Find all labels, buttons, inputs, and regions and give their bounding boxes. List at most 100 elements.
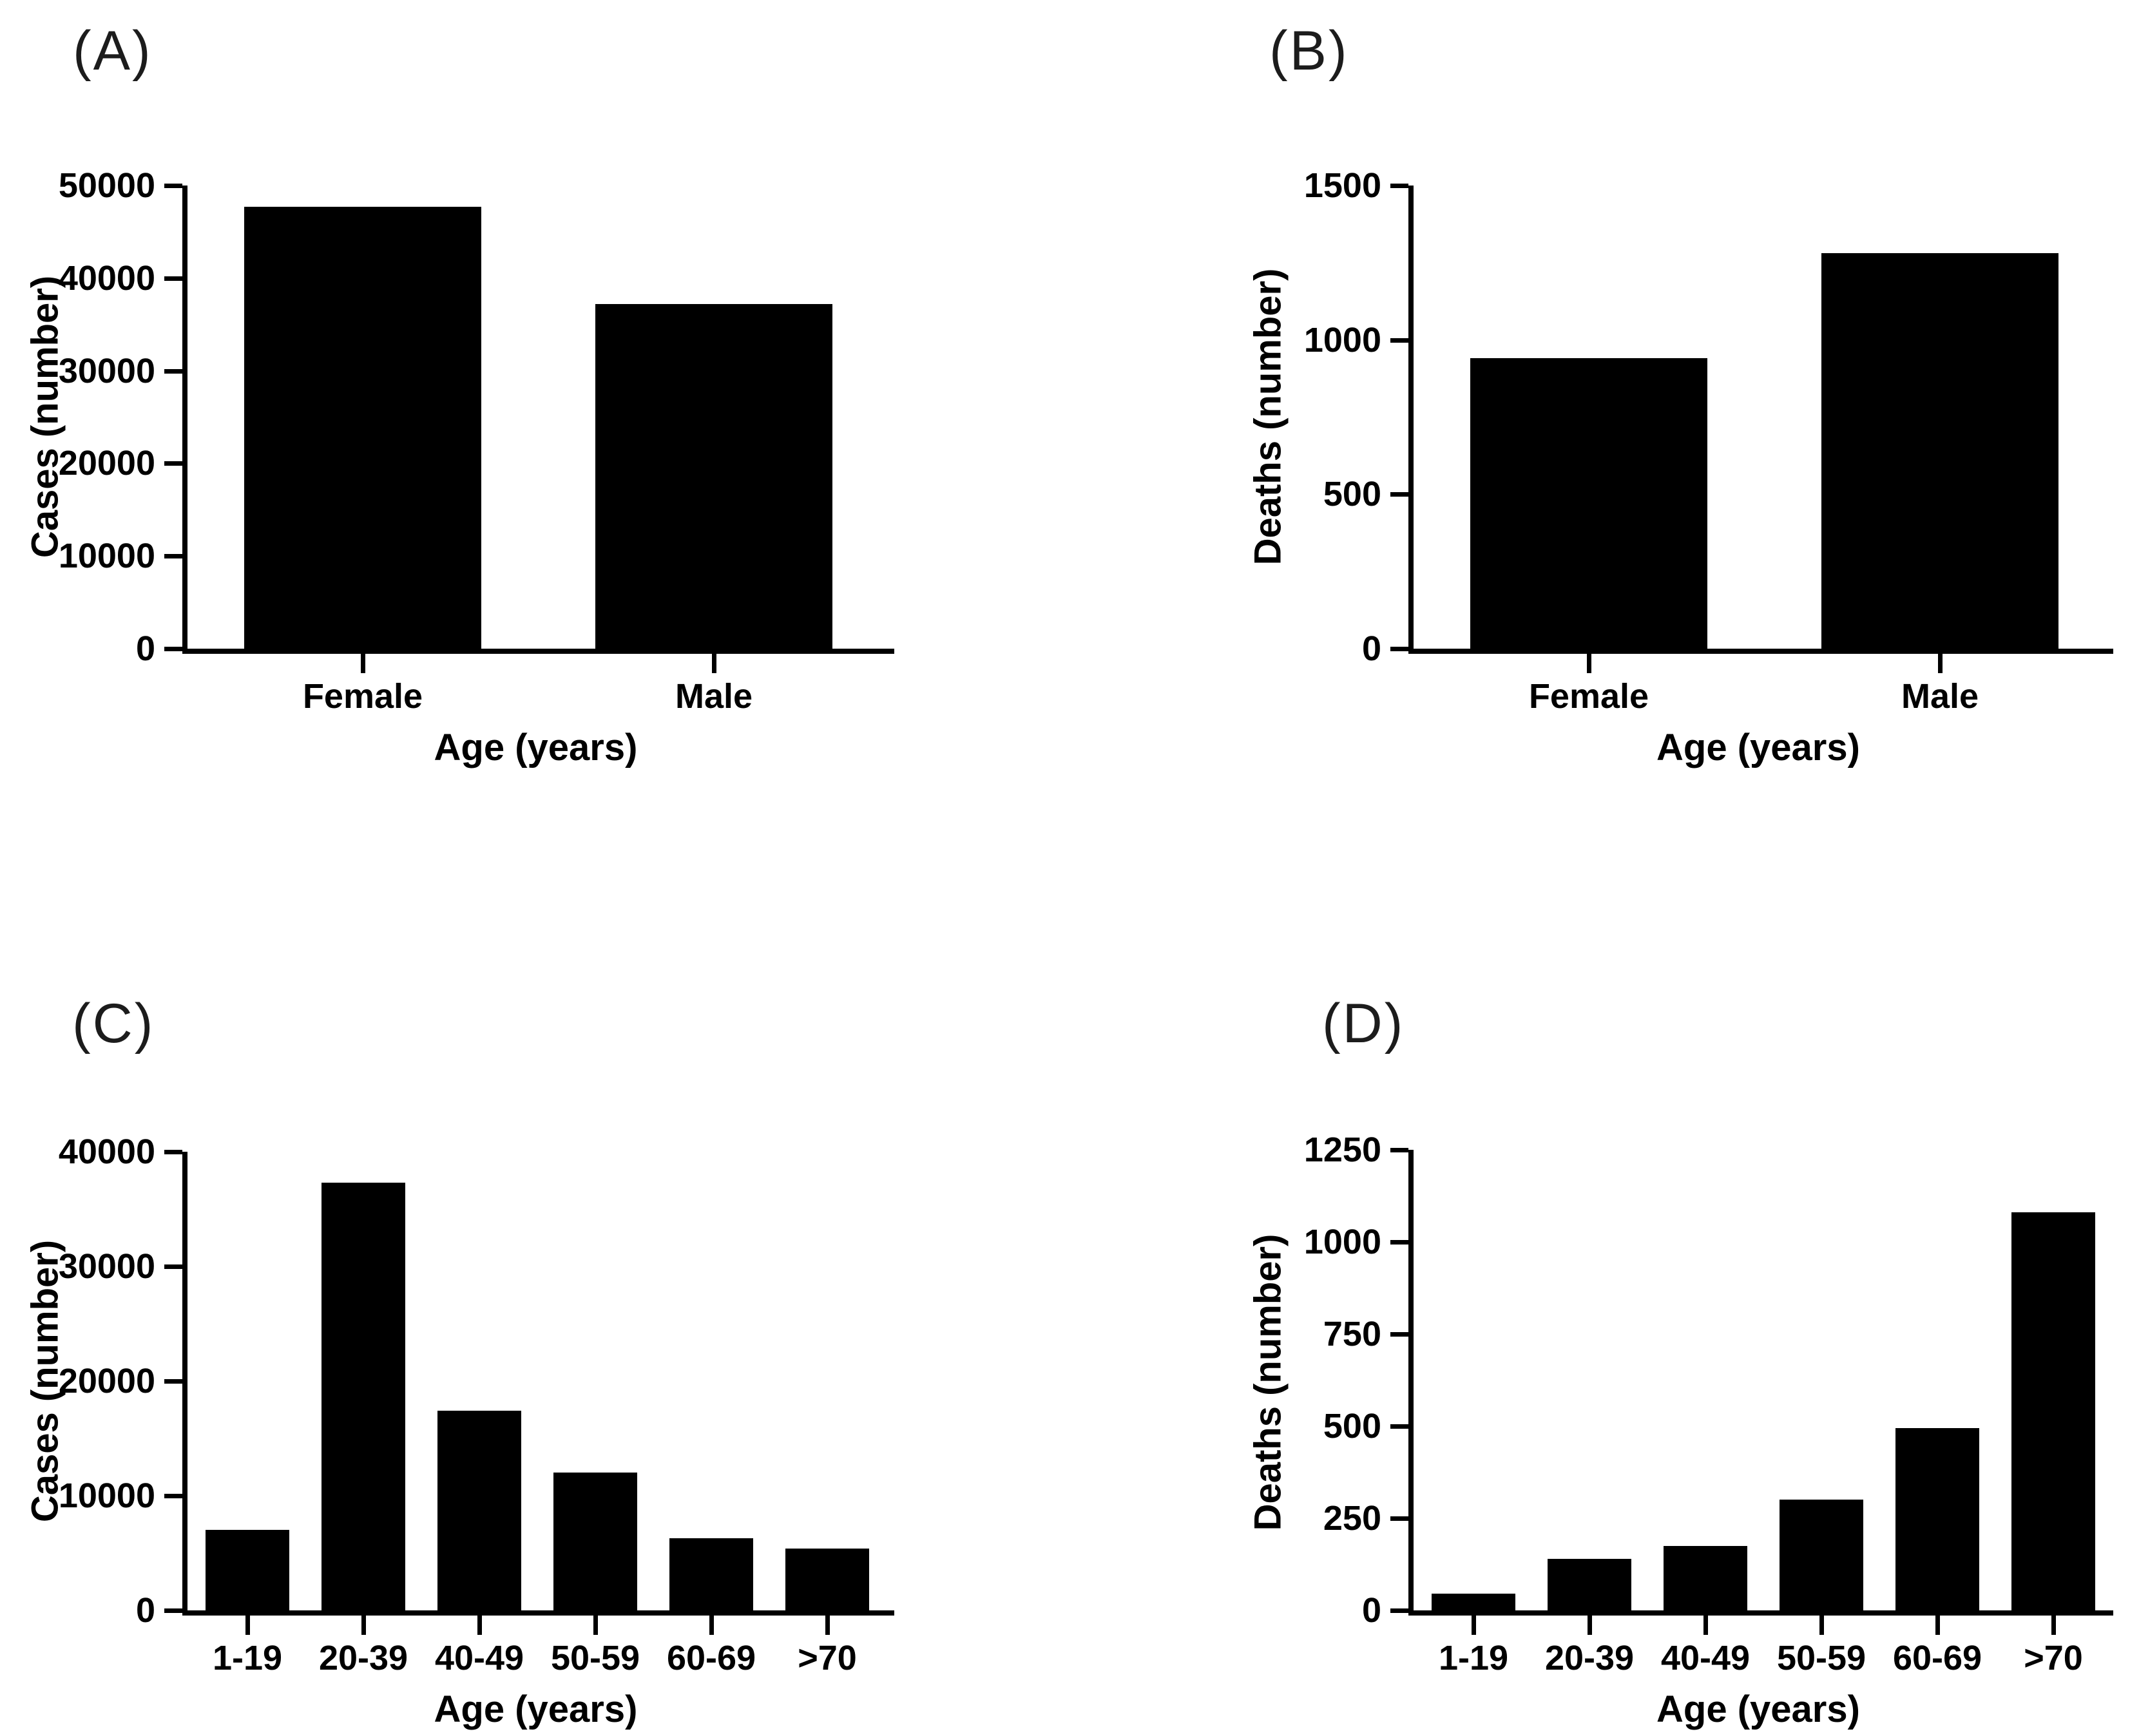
y-tick-label: 0: [135, 629, 155, 668]
x-category-label: 40-49: [1660, 1639, 1751, 1677]
y-tick-label: 40000: [58, 1132, 155, 1171]
x-tick-mark: [245, 1616, 250, 1635]
x-tick-mark: [1587, 654, 1591, 673]
x-tick-mark: [712, 654, 716, 673]
panel-c-plot-area: 0 10000 20000 30000 40000 1-19 20-39 40-49 50-59…: [59, 1132, 894, 1677]
panel-b-x-axis-title: Age (years): [1656, 727, 1860, 768]
x-category-label: 20-39: [1544, 1639, 1635, 1677]
x-category-label: 20-39: [318, 1639, 408, 1677]
x-tick-mark: [361, 654, 365, 673]
y-tick-label: 0: [135, 1591, 155, 1630]
panel-d-y-axis-title: Deaths (number): [1247, 1234, 1289, 1531]
x-tick-mark: [1819, 1616, 1824, 1635]
x-category-label: 1-19: [1438, 1639, 1509, 1677]
y-tick-label: 30000: [58, 351, 155, 390]
x-category-label: 40-49: [434, 1639, 524, 1677]
x-category-label: Male: [1901, 677, 1979, 716]
y-tick-mark: [1390, 492, 1408, 497]
panel-d-x-axis-title: Age (years): [1656, 1688, 1860, 1730]
y-tick-mark: [164, 1494, 182, 1498]
y-tick-label: 500: [1323, 475, 1381, 514]
x-category-label: 60-69: [1892, 1639, 1982, 1677]
y-tick-mark: [164, 461, 182, 466]
y-tick-mark: [164, 1150, 182, 1154]
y-tick-label: 1000: [1303, 1223, 1381, 1261]
bar--70: [785, 1549, 869, 1610]
y-tick-mark: [164, 1608, 182, 1613]
bar-60-69: [1895, 1428, 1979, 1610]
x-category-label: >70: [798, 1639, 857, 1677]
y-tick-label: 20000: [58, 1362, 155, 1400]
x-tick-mark: [1472, 1616, 1476, 1635]
y-tick-label: 250: [1323, 1499, 1381, 1538]
y-tick-label: 50000: [58, 166, 155, 205]
y-tick-label: 0: [1361, 629, 1381, 668]
x-category-label: 50-59: [1776, 1639, 1866, 1677]
x-category-label: Male: [675, 677, 753, 716]
x-tick-mark: [1935, 1616, 1940, 1635]
y-tick-label: 1250: [1303, 1130, 1381, 1169]
x-category-label: 1-19: [212, 1639, 283, 1677]
panel-a-plot-area: 0 10000 20000 30000 40000 50000 Female Male: [59, 166, 894, 716]
y-tick-mark: [1390, 1332, 1408, 1337]
panel-b-plot-area: 0 500 1000 1500 Female Male: [1304, 166, 2113, 716]
bar--70: [2011, 1212, 2095, 1610]
y-tick-mark: [164, 184, 182, 188]
bar-50-59: [1780, 1500, 1863, 1610]
y-tick-label: 20000: [58, 444, 155, 483]
bar-male: [1821, 253, 2058, 649]
x-tick-mark: [477, 1616, 482, 1635]
bar-20-39: [321, 1183, 405, 1610]
bar-female: [244, 207, 481, 649]
panel-c-x-axis-title: Age (years): [434, 1688, 638, 1730]
panel-d-plot-area: 0 250 500 750 1000 1250 1-19 20-39 40-49 50-59 60-…: [1304, 1130, 2113, 1677]
panel-b-y-axis-title: Deaths (number): [1247, 268, 1289, 566]
x-tick-mark: [709, 1616, 714, 1635]
y-tick-mark: [164, 368, 182, 374]
panel-a-x-axis-title: Age (years): [434, 727, 638, 768]
x-category-label: 60-69: [666, 1639, 756, 1677]
bar-40-49: [437, 1411, 521, 1610]
y-tick-label: 10000: [58, 537, 155, 576]
panel-c-letter: (C): [72, 993, 155, 1054]
y-tick-mark: [164, 1264, 182, 1269]
y-tick-mark: [1390, 184, 1408, 188]
y-tick-mark: [1390, 1148, 1408, 1152]
y-tick-mark: [164, 554, 182, 559]
y-tick-mark: [164, 647, 182, 651]
panel-a-letter: (A): [73, 20, 153, 82]
y-tick-mark: [164, 1379, 182, 1384]
x-category-label: Female: [302, 677, 423, 716]
bar-50-59: [553, 1473, 637, 1610]
bar-40-49: [1664, 1546, 1747, 1610]
x-tick-mark: [1938, 654, 1943, 673]
x-category-label: 50-59: [550, 1639, 640, 1677]
x-tick-mark: [1703, 1616, 1708, 1635]
x-category-label: Female: [1528, 677, 1649, 716]
y-tick-label: 40000: [58, 258, 155, 298]
y-tick-label: 30000: [58, 1247, 155, 1286]
x-tick-mark: [2051, 1616, 2056, 1635]
y-tick-mark: [1390, 1516, 1408, 1521]
y-tick-mark: [1390, 338, 1408, 343]
bar-1-19: [206, 1530, 289, 1610]
x-tick-mark: [593, 1616, 598, 1635]
y-tick-mark: [1390, 1424, 1408, 1429]
panel-b-letter: (B): [1269, 20, 1349, 82]
bar-female: [1470, 358, 1707, 649]
y-tick-label: 0: [1361, 1591, 1381, 1630]
y-tick-label: 750: [1323, 1315, 1381, 1353]
y-tick-mark: [1390, 1608, 1408, 1613]
y-tick-mark: [1390, 1240, 1408, 1245]
bar-60-69: [669, 1538, 753, 1610]
x-category-label: >70: [2024, 1639, 2083, 1677]
x-tick-mark: [361, 1616, 366, 1635]
panel-d-letter: (D): [1322, 993, 1405, 1054]
y-tick-label: 1500: [1303, 166, 1381, 205]
bar-20-39: [1548, 1559, 1631, 1610]
bar-male: [595, 304, 832, 649]
x-tick-mark: [1588, 1616, 1592, 1635]
y-tick-mark: [164, 276, 182, 281]
y-tick-label: 1000: [1303, 320, 1381, 359]
